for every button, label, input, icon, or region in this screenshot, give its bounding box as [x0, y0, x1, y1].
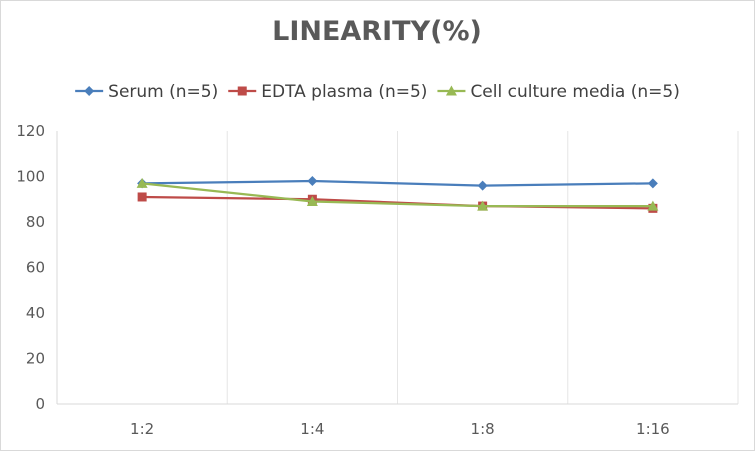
y-tick-label: 80 — [26, 213, 45, 231]
data-point — [306, 196, 318, 207]
y-tick-label: 0 — [35, 395, 45, 413]
x-tick-label: 1:4 — [300, 420, 324, 438]
data-point — [477, 200, 489, 211]
legend-item-2: EDTA plasma (n=5) — [228, 82, 427, 102]
data-point — [137, 192, 147, 202]
series-line — [142, 179, 653, 187]
series-3 — [136, 177, 659, 211]
axes: 0 20 40 60 80 100 120 1:2 1:4 1:8 1:16 — [16, 122, 738, 438]
legend-marker — [445, 85, 457, 96]
x-tick-label: 1:16 — [636, 420, 670, 438]
series-line — [142, 182, 653, 208]
y-tick-label: 100 — [16, 168, 45, 186]
chart-title: LINEARITY(%) — [272, 16, 482, 47]
series-layer — [136, 176, 659, 213]
y-tick-label: 20 — [26, 350, 45, 368]
gridlines — [226, 131, 739, 404]
y-tick-label: 120 — [16, 122, 45, 140]
legend-label: Serum (n=5) — [108, 82, 218, 102]
legend-marker — [84, 86, 95, 96]
x-tick-label: 1:2 — [130, 420, 154, 438]
series-line — [142, 195, 653, 210]
legend-marker — [237, 86, 247, 96]
legend-item-3: Cell culture media (n=5) — [437, 82, 680, 102]
data-point — [477, 180, 488, 191]
y-tick-label: 60 — [26, 259, 45, 277]
data-point — [647, 200, 659, 211]
data-point — [307, 176, 318, 187]
legend-label: Cell culture media (n=5) — [470, 82, 679, 102]
y-tick-label: 40 — [26, 304, 45, 322]
x-tick-label: 1:8 — [471, 420, 495, 438]
data-point — [136, 177, 148, 188]
legend-item-1: Serum (n=5) — [75, 82, 218, 102]
data-point — [647, 178, 658, 189]
legend: Serum (n=5) EDTA plasma (n=5) Cell culture… — [75, 82, 680, 102]
legend-label: EDTA plasma (n=5) — [261, 82, 427, 102]
